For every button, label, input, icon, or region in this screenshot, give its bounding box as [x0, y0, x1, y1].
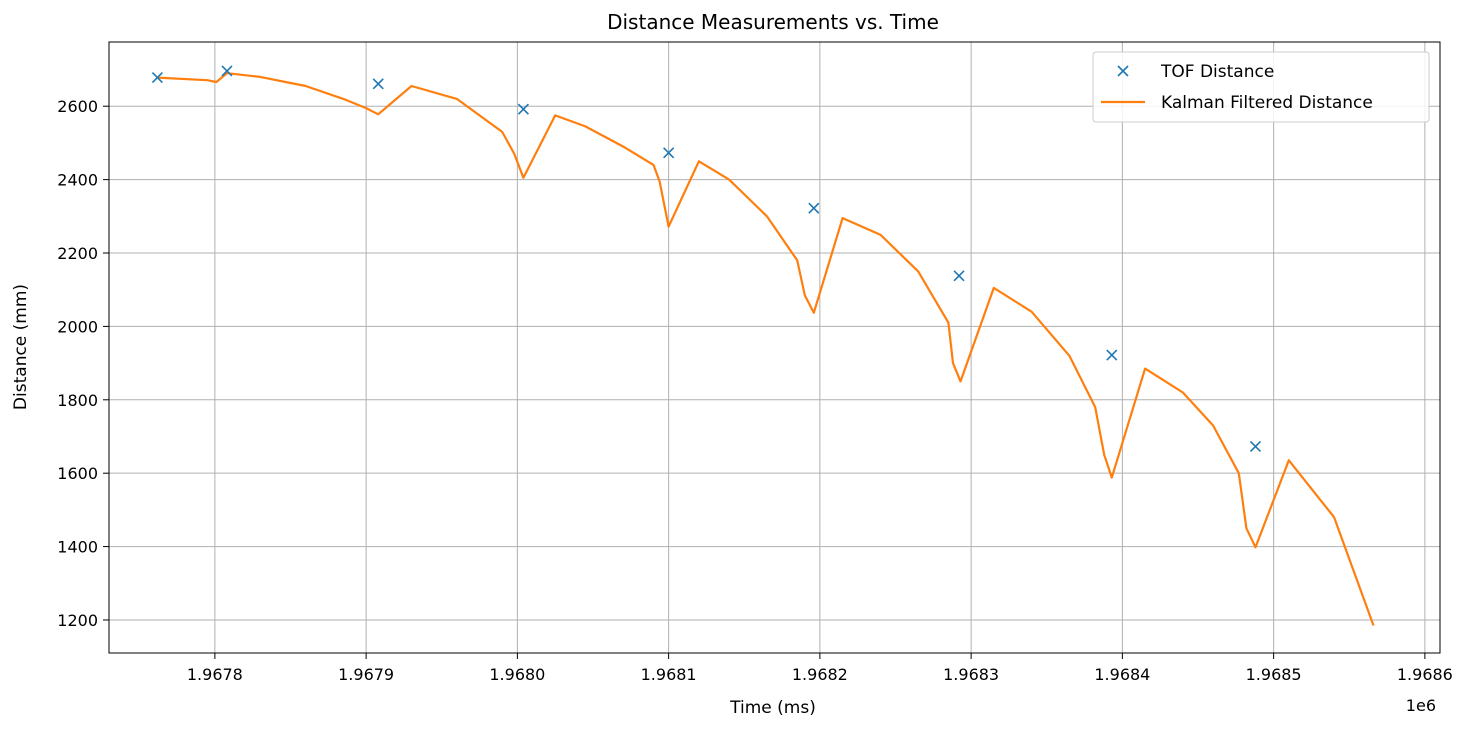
- x-tick-label: 1.9681: [641, 665, 697, 684]
- legend: TOF Distance Kalman Filtered Distance: [1092, 51, 1430, 123]
- tof-point-marker: [808, 202, 820, 214]
- x-axis-label: Time (ms): [729, 698, 816, 718]
- legend-label-tof: TOF Distance: [1160, 62, 1274, 82]
- legend-box: [1092, 51, 1430, 123]
- y-tick-label: 1200: [57, 611, 98, 630]
- y-tick-label: 2200: [57, 244, 98, 263]
- y-axis-ticks: 1200 1400 1600 1800 2000 2200 2400 2600: [57, 97, 109, 630]
- tof-markers: [151, 65, 1262, 452]
- legend-x-glyph: [1117, 65, 1129, 77]
- tof-point-marker: [517, 103, 529, 115]
- tof-point-marker: [1106, 349, 1118, 361]
- plot-lines: [157, 72, 1375, 626]
- tof-point-marker: [372, 78, 384, 90]
- x-tick-label: 1.9679: [338, 665, 394, 684]
- tof-point-marker: [1249, 440, 1262, 452]
- x-tick-label: 1.9678: [187, 665, 243, 684]
- y-tick-label: 2600: [57, 97, 98, 116]
- x-tick-label: 1.9685: [1246, 665, 1302, 684]
- y-tick-label: 2400: [57, 171, 98, 190]
- x-tick-label: 1.9682: [792, 665, 848, 684]
- legend-label-kalman: Kalman Filtered Distance: [1161, 93, 1373, 113]
- grid: [109, 42, 1440, 653]
- plot-frame: [108, 41, 1441, 654]
- x-axis-offset-label: 1e6: [1406, 696, 1436, 715]
- y-tick-label: 1400: [57, 538, 98, 557]
- x-tick-label: 1.9680: [489, 665, 545, 684]
- tof-point-marker: [151, 72, 163, 84]
- chart-title: Distance Measurements vs. Time: [607, 10, 939, 34]
- y-axis-label: Distance (mm): [11, 284, 31, 410]
- kalman-filtered-line: [157, 72, 1375, 626]
- x-tick-label: 1.9683: [943, 665, 999, 684]
- legend-x-marker-icon: [1117, 65, 1129, 77]
- x-axis-ticks: 1.9678 1.9679 1.9680 1.9681 1.9682 1.9683 1.96…: [187, 653, 1453, 684]
- y-tick-label: 1600: [57, 464, 98, 483]
- y-tick-label: 1800: [57, 391, 98, 410]
- x-tick-label: 1.9684: [1094, 665, 1150, 684]
- tof-point-marker: [663, 147, 675, 159]
- y-tick-label: 2000: [57, 317, 98, 336]
- x-tick-label: 1.9686: [1397, 665, 1453, 684]
- tof-point-marker: [221, 65, 233, 77]
- tof-point-marker: [953, 270, 965, 282]
